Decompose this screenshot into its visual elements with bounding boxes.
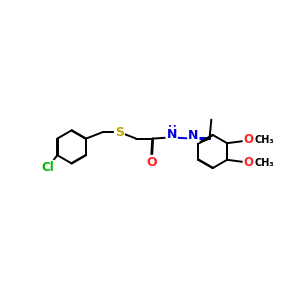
Text: N: N xyxy=(167,128,177,141)
Text: CH₃: CH₃ xyxy=(255,135,274,145)
Text: Cl: Cl xyxy=(41,161,54,174)
Text: O: O xyxy=(244,156,254,169)
Text: CH₃: CH₃ xyxy=(255,158,274,168)
Text: O: O xyxy=(244,134,254,146)
Text: O: O xyxy=(146,156,157,169)
Text: H: H xyxy=(168,125,176,135)
Text: N: N xyxy=(188,129,199,142)
Text: S: S xyxy=(115,126,124,139)
